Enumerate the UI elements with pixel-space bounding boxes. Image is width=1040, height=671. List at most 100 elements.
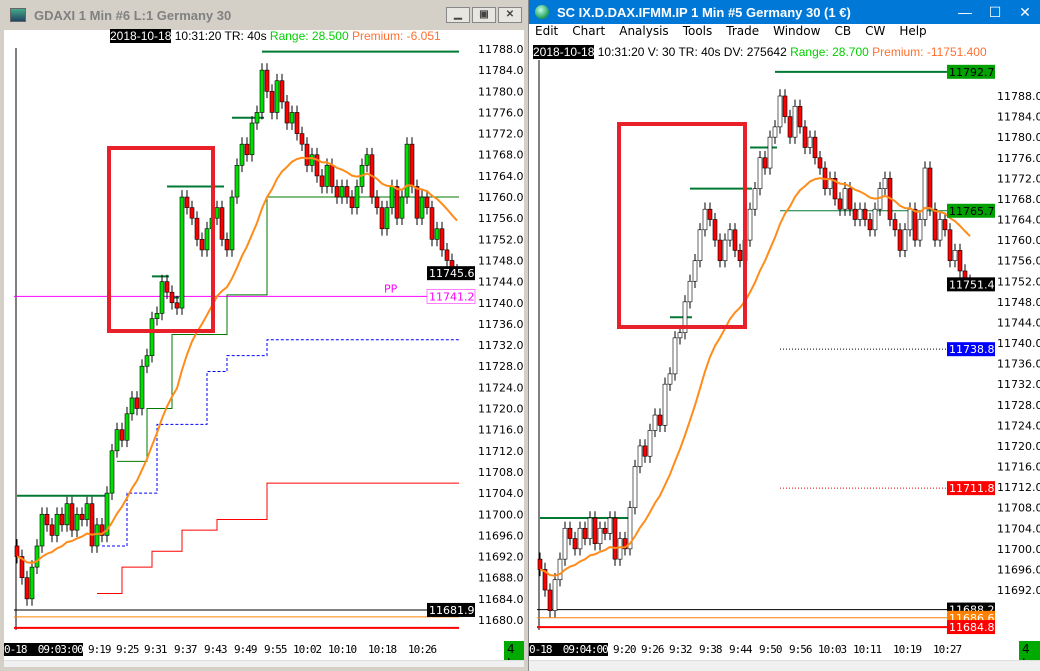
candle-body [677,332,683,339]
candle-body [409,143,415,187]
candle-body [89,503,95,547]
candle-body [602,527,608,534]
menu-tools[interactable]: Tools [682,24,713,38]
menu-analysis[interactable]: Analysis [619,24,669,38]
menu-help[interactable]: Help [899,24,927,38]
candle-body [752,188,758,210]
price-tick-label: 11732.0 [478,339,524,352]
time-tick-label: 10:18 [368,643,397,656]
candle-body [199,239,205,251]
menu-window[interactable]: Window [773,24,821,38]
candle-body [349,196,355,208]
candle-body [577,527,583,550]
price-marker [427,602,475,617]
price-marker-label: 11681.9 [429,604,475,617]
price-marker [947,203,995,218]
price-tick-label: 11772.0 [997,172,1040,185]
candle-body [747,208,753,241]
candle-body [269,90,275,113]
candle-body [314,154,320,177]
candle-body [274,80,280,113]
menu-chart[interactable]: Chart [572,24,606,38]
price-tick-label: 11692.0 [997,584,1040,597]
candle-body [642,445,648,457]
menu-edit[interactable]: Edit [535,24,559,38]
close-button[interactable]: ✕ [498,7,522,23]
left-scrollbar[interactable] [4,660,524,667]
candle-body [552,579,558,611]
price-marker [947,481,995,496]
price-marker [947,277,995,292]
maximize-button[interactable]: ☐ [988,3,1002,20]
candle-body [214,207,220,219]
candle-body [772,126,778,138]
candle-body [867,219,873,231]
candle-body [902,229,908,251]
price-tick-label: 11764.0 [997,214,1040,227]
menu-cw[interactable]: CW [865,24,886,38]
candle-body [444,249,450,261]
candle-body [379,207,385,230]
candle-body [134,397,140,409]
candle-body [737,250,743,261]
moving-average-line [16,156,458,564]
candle-body [807,136,813,148]
price-tick-label: 11744.0 [478,276,524,289]
price-marker [427,266,475,281]
candle-body [64,503,70,526]
price-tick-label: 11784.0 [478,64,524,77]
price-tick-label: 11760.0 [997,234,1040,247]
candle-body [184,196,190,208]
price-tick-label: 11716.0 [478,424,524,437]
candle-body [394,186,400,219]
candle-body [294,112,300,134]
minimize-button[interactable]: — [958,3,972,20]
candle-body [139,365,145,409]
candle-body [957,250,963,272]
time-tick-label: 0-18 09:04:00 [529,643,609,656]
candle-body [319,175,325,187]
candle-body [79,513,85,520]
candle-body [354,186,360,208]
candle-body [567,527,573,539]
candle-body [952,250,958,261]
menu-cb[interactable]: CB [834,24,852,38]
candle-body [782,95,788,117]
candle-body [667,373,673,385]
time-tick-label: 0-18 09:03:00 [4,643,84,656]
candle-body [324,165,330,187]
candle-body [927,167,933,210]
candle-body [557,558,563,581]
minimize-button[interactable]: ▁ [446,7,470,23]
candle-body [777,95,783,128]
candle-body [892,219,898,231]
candle-body [687,280,693,303]
candle-body [84,503,90,520]
candle-body [707,208,713,220]
candle-body [99,524,105,536]
candle-body [219,207,225,240]
price-marker-label: 11738.8 [949,343,995,356]
left-title-bar[interactable]: GDAXI 1 Min #6 L:1 Germany 30 ▁ ▣ ✕ [4,0,524,30]
right-price-chart[interactable]: 11788.0 11784.0 11780.0 11776.0 11772.0 11768… [529,0,1040,640]
close-button[interactable]: ✕ [1019,3,1031,20]
candle-body [812,136,818,159]
right-scrollbar[interactable] [529,660,1040,671]
candle-body [414,186,420,219]
info-range: Range: 28.700 [790,45,869,59]
candle-body [329,165,335,187]
candle-body [339,186,345,198]
candle-body [14,545,20,557]
pivot-label: PP [384,282,398,295]
candle-body [434,228,440,240]
candle-body [289,112,295,124]
price-tick-label: 11788.0 [478,43,524,56]
right-info-line: 2018-10-18 10:31:20 V: 30 TR: 40s DV: 27… [533,45,987,59]
restore-button[interactable]: ▣ [472,7,496,23]
left-price-chart[interactable]: 11788.0 11784.0 11780.0 11776.0 11772.0 11768… [4,0,528,640]
candle-body [24,577,30,600]
candle-body [334,186,340,198]
right-title-bar[interactable]: SC IX.D.DAX.IFMM.IP 1 Min #5 Germany 30 … [529,0,1040,24]
menu-trade[interactable]: Trade [726,24,760,38]
candle-body [344,186,350,198]
